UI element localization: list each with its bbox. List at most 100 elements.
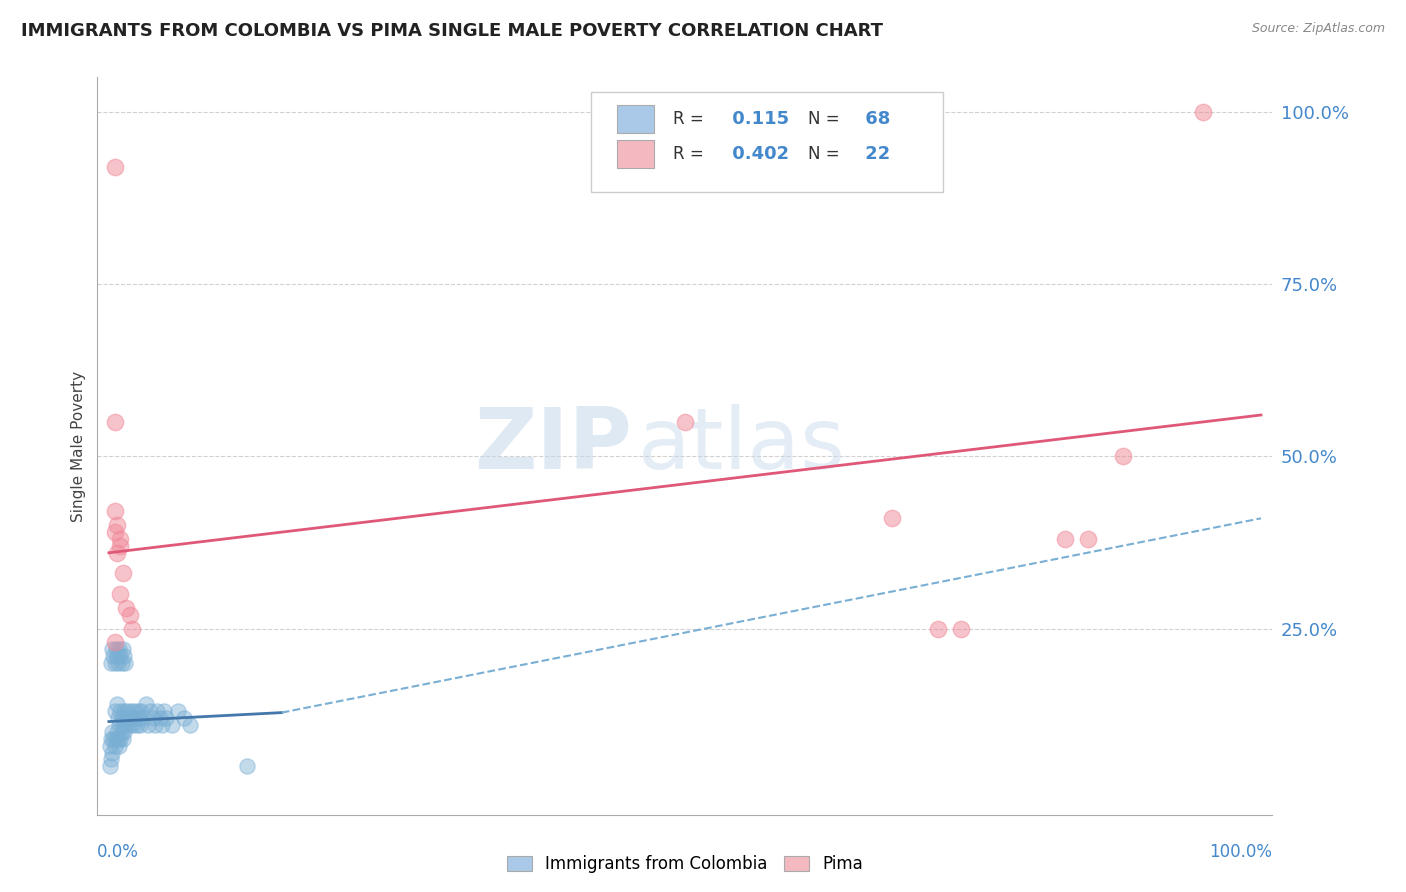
Point (100, 731, 122, 746)
Point (110, 656, 132, 670)
Text: N =: N = (808, 145, 839, 163)
Text: 68: 68 (859, 111, 890, 128)
Point (104, 642, 127, 657)
Point (117, 704, 139, 718)
Point (100, 752, 122, 766)
Text: N =: N = (808, 111, 839, 128)
Point (111, 731, 134, 746)
Point (121, 711, 143, 725)
Point (118, 718, 141, 732)
Point (139, 704, 162, 718)
Point (155, 711, 177, 725)
Text: Source: ZipAtlas.com: Source: ZipAtlas.com (1251, 22, 1385, 36)
Point (114, 656, 136, 670)
Point (104, 731, 127, 746)
Point (105, 698, 128, 712)
Point (104, 525, 127, 540)
Text: atlas: atlas (638, 404, 846, 488)
Point (882, 511, 904, 525)
Text: R =: R = (673, 111, 704, 128)
Point (110, 704, 132, 718)
Point (107, 731, 129, 746)
Text: ZIP: ZIP (474, 404, 633, 488)
Point (101, 642, 124, 657)
Point (146, 704, 169, 718)
Point (673, 415, 696, 429)
Point (129, 704, 152, 718)
Point (127, 704, 149, 718)
Y-axis label: Single Male Poverty: Single Male Poverty (72, 370, 86, 522)
Text: 0.115: 0.115 (725, 111, 789, 128)
Point (129, 718, 152, 732)
Point (111, 642, 134, 657)
Point (114, 711, 136, 725)
Bar (617, 140, 654, 168)
Point (124, 711, 146, 725)
Point (107, 711, 129, 725)
Point (1192, 104, 1215, 119)
Point (98, 739, 121, 753)
Point (115, 600, 138, 615)
Point (927, 622, 949, 636)
Point (128, 711, 150, 725)
Point (135, 698, 157, 712)
Point (104, 504, 127, 518)
Point (105, 725, 128, 739)
Point (104, 656, 127, 670)
Point (105, 649, 128, 664)
Point (101, 725, 124, 739)
Point (100, 656, 122, 670)
Point (150, 718, 173, 732)
Point (111, 566, 134, 581)
Point (121, 622, 143, 636)
Point (167, 704, 190, 718)
Bar (617, 105, 654, 134)
Point (104, 415, 127, 429)
Point (112, 704, 135, 718)
Point (1054, 532, 1077, 546)
Point (236, 759, 259, 773)
Point (136, 718, 159, 732)
Point (110, 649, 132, 664)
Text: 0.402: 0.402 (725, 145, 789, 163)
Point (103, 731, 125, 746)
Point (142, 711, 165, 725)
Point (122, 718, 145, 732)
Point (125, 718, 148, 732)
Point (98, 759, 121, 773)
FancyBboxPatch shape (591, 92, 943, 192)
Point (105, 518, 128, 533)
Point (111, 718, 134, 732)
Point (115, 718, 138, 732)
Point (104, 635, 127, 649)
Point (118, 607, 141, 622)
Text: 22: 22 (859, 145, 890, 163)
Point (110, 532, 132, 546)
Point (110, 731, 132, 746)
Point (143, 718, 166, 732)
Point (108, 642, 131, 657)
Point (153, 704, 176, 718)
Point (104, 704, 127, 718)
Point (132, 711, 155, 725)
Text: 100.0%: 100.0% (1209, 843, 1272, 861)
Text: IMMIGRANTS FROM COLOMBIA VS PIMA SINGLE MALE POVERTY CORRELATION CHART: IMMIGRANTS FROM COLOMBIA VS PIMA SINGLE … (21, 22, 883, 40)
Legend: Immigrants from Colombia, Pima: Immigrants from Colombia, Pima (501, 848, 870, 880)
Point (108, 739, 131, 753)
Point (179, 718, 201, 732)
Point (108, 718, 131, 732)
Point (101, 746, 124, 760)
Point (148, 711, 170, 725)
Point (110, 725, 132, 739)
Point (110, 539, 132, 553)
Point (104, 739, 127, 753)
Point (107, 656, 129, 670)
Point (112, 649, 135, 664)
Point (1077, 532, 1099, 546)
Text: R =: R = (673, 145, 704, 163)
Point (122, 704, 145, 718)
Point (112, 725, 135, 739)
Point (162, 718, 184, 732)
Point (117, 711, 139, 725)
Point (1112, 450, 1135, 464)
